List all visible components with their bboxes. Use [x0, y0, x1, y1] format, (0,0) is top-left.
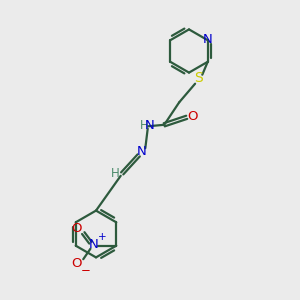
- Text: S: S: [194, 71, 203, 85]
- Text: N: N: [137, 145, 147, 158]
- Text: −: −: [81, 264, 91, 277]
- Text: N: N: [145, 119, 155, 132]
- Text: O: O: [188, 110, 198, 123]
- Text: N: N: [88, 238, 98, 251]
- Text: H: H: [140, 119, 149, 132]
- Text: H: H: [111, 167, 120, 181]
- Text: +: +: [98, 232, 106, 242]
- Text: N: N: [203, 33, 213, 46]
- Text: O: O: [71, 222, 82, 235]
- Text: O: O: [71, 257, 82, 270]
